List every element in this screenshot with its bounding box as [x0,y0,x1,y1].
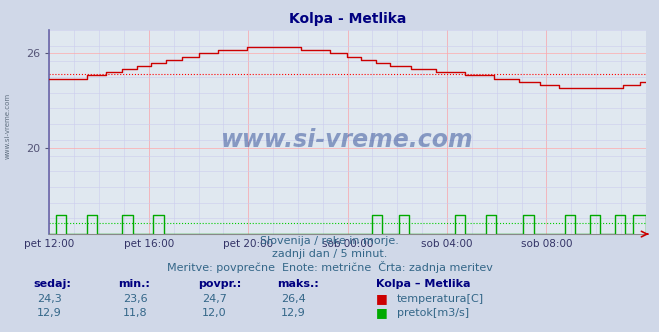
Text: min.:: min.: [119,279,150,289]
Text: 12,9: 12,9 [281,308,306,318]
Text: Kolpa – Metlika: Kolpa – Metlika [376,279,470,289]
Text: 12,0: 12,0 [202,308,227,318]
Text: povpr.:: povpr.: [198,279,241,289]
Text: ■: ■ [376,292,387,305]
Text: 11,8: 11,8 [123,308,148,318]
Text: temperatura[C]: temperatura[C] [397,294,484,304]
Text: Slovenija / reke in morje.: Slovenija / reke in morje. [260,236,399,246]
Text: 24,3: 24,3 [37,294,62,304]
Title: Kolpa - Metlika: Kolpa - Metlika [289,12,407,26]
Text: 12,9: 12,9 [37,308,62,318]
Text: sedaj:: sedaj: [33,279,71,289]
Text: www.si-vreme.com: www.si-vreme.com [5,93,11,159]
Text: 24,7: 24,7 [202,294,227,304]
Text: 23,6: 23,6 [123,294,148,304]
Text: pretok[m3/s]: pretok[m3/s] [397,308,469,318]
Text: www.si-vreme.com: www.si-vreme.com [221,128,474,152]
Text: ■: ■ [376,306,387,319]
Text: maks.:: maks.: [277,279,318,289]
Text: Meritve: povprečne  Enote: metrične  Črta: zadnja meritev: Meritve: povprečne Enote: metrične Črta:… [167,261,492,273]
Text: 26,4: 26,4 [281,294,306,304]
Text: zadnji dan / 5 minut.: zadnji dan / 5 minut. [272,249,387,259]
